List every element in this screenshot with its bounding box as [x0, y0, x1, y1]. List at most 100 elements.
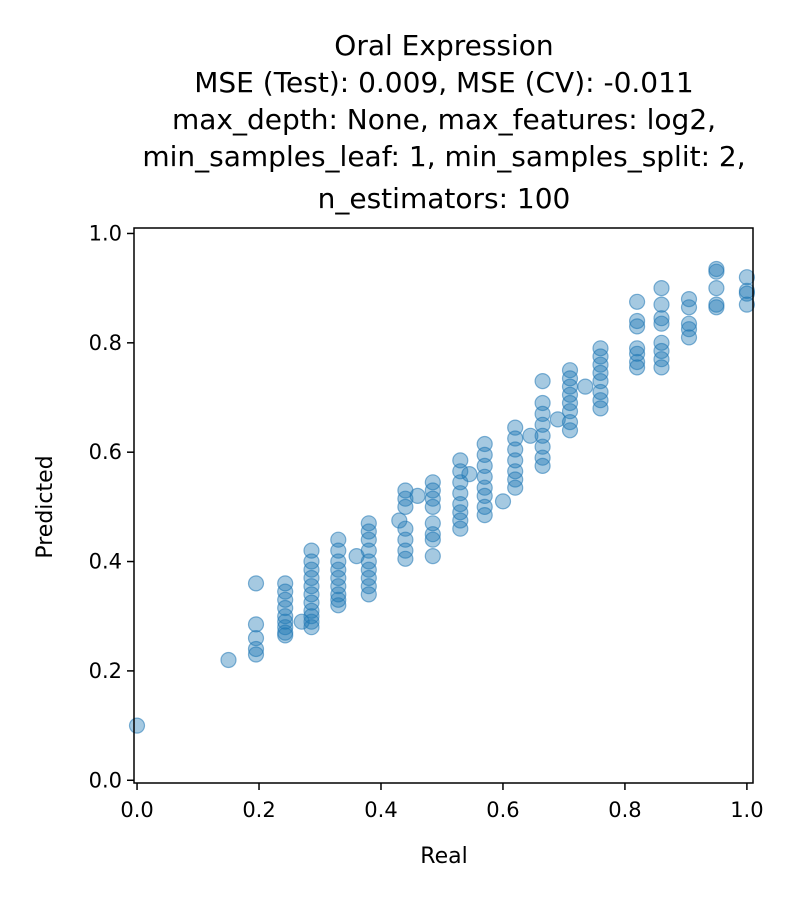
data-point: [592, 348, 609, 365]
data-point: [424, 490, 441, 507]
data-point: [397, 542, 414, 559]
data-point: [561, 386, 579, 403]
data-point: [330, 553, 347, 570]
data-point: [592, 392, 609, 409]
data-point: [561, 422, 579, 439]
data-point: [534, 457, 551, 474]
data-point: [247, 646, 265, 663]
data-point: [561, 362, 579, 379]
data-point: [653, 315, 670, 332]
y-tick-label: 0.6: [89, 440, 122, 464]
data-point: [494, 493, 512, 510]
y-tick-label: 0.2: [89, 659, 122, 683]
data-point: [680, 291, 698, 308]
data-point: [534, 438, 551, 455]
data-point: [534, 373, 551, 390]
data-point: [424, 526, 441, 543]
data-point: [247, 575, 265, 592]
data-point: [220, 651, 237, 669]
data-point: [507, 463, 524, 480]
data-point: [507, 430, 524, 447]
data-point: [738, 285, 756, 302]
data-point: [277, 575, 294, 592]
data-point: [507, 479, 524, 496]
data-point: [653, 351, 670, 368]
x-tick-label: 0.4: [364, 798, 397, 822]
data-point: [277, 599, 294, 617]
data-point: [397, 498, 414, 515]
data-point: [522, 427, 539, 444]
data-point: [628, 353, 646, 371]
data-point: [592, 383, 609, 401]
data-point: [360, 515, 377, 532]
data-point: [628, 359, 646, 376]
data-point: [303, 578, 320, 595]
data-point: [128, 717, 146, 734]
data-point: [653, 342, 670, 360]
data-point: [476, 446, 493, 463]
data-point: [561, 394, 579, 412]
data-point: [409, 487, 426, 504]
y-tick-label: 0.4: [89, 550, 122, 574]
data-point: [277, 583, 294, 600]
data-point: [476, 479, 493, 496]
data-point: [303, 586, 320, 603]
data-point: [461, 466, 478, 483]
data-point: [534, 416, 551, 433]
y-tick-label: 1.0: [89, 221, 122, 245]
data-point: [330, 561, 347, 578]
data-point: [303, 569, 320, 587]
x-tick-label: 0.8: [608, 798, 641, 822]
data-point: [592, 400, 609, 417]
title-line-4: min_samples_leaf: 1, min_samples_split: …: [142, 140, 745, 173]
data-point: [397, 520, 414, 537]
y-axis-label: Predicted: [33, 455, 58, 558]
data-point: [628, 312, 646, 330]
data-point: [708, 263, 725, 280]
data-point: [360, 523, 377, 540]
data-point: [330, 591, 347, 608]
data-point: [476, 506, 493, 524]
data-point: [452, 512, 469, 529]
data-point: [303, 561, 320, 578]
data-point: [561, 414, 579, 431]
data-point: [452, 496, 469, 513]
data-point: [277, 619, 294, 636]
data-point: [303, 608, 320, 625]
data-point: [680, 299, 698, 316]
data-point: [247, 640, 265, 658]
title-line-1: Oral Expression: [334, 29, 553, 62]
data-point: [680, 315, 698, 332]
chart-title: Oral Expression MSE (Test): 0.009, MSE (…: [142, 29, 745, 215]
data-point: [653, 296, 670, 313]
data-point: [330, 597, 347, 614]
data-point: [330, 578, 347, 595]
data-point: [708, 299, 725, 316]
title-line-5: n_estimators: 100: [318, 182, 571, 215]
data-point: [592, 356, 609, 373]
data-point: [391, 512, 408, 529]
data-point: [653, 359, 670, 376]
data-point: [577, 378, 594, 395]
x-tick-label: 0.0: [120, 798, 153, 822]
data-point: [738, 269, 756, 286]
data-point: [507, 471, 524, 488]
data-point: [452, 504, 469, 521]
data-point: [452, 520, 469, 537]
data-point: [360, 586, 377, 603]
data-point: [397, 490, 414, 507]
data-point: [303, 613, 320, 630]
data-point: [592, 340, 609, 357]
data-point: [592, 364, 609, 381]
data-point: [680, 321, 698, 338]
data-point: [360, 553, 377, 570]
x-axis-ticks: 0.0 0.2 0.4 0.6 0.8 1.0: [120, 783, 764, 822]
data-point: [277, 608, 294, 625]
y-tick-label: 0.0: [89, 768, 122, 792]
data-point: [628, 345, 646, 362]
x-tick-label: 0.6: [486, 798, 519, 822]
data-point: [653, 310, 670, 327]
data-point: [397, 550, 414, 567]
data-point: [549, 411, 566, 428]
